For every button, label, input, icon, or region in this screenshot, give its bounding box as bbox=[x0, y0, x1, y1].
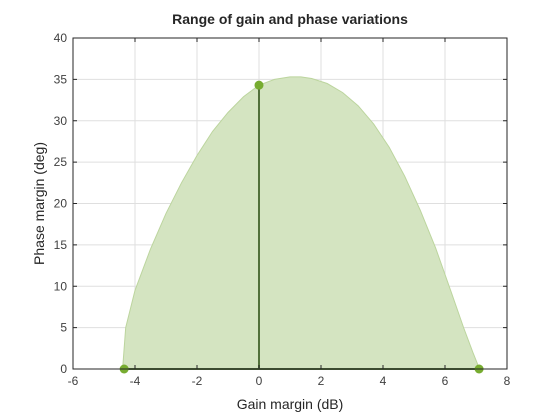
y-tick-label: 0 bbox=[60, 362, 67, 376]
x-tick-label: -4 bbox=[130, 374, 141, 388]
x-tick-label: 6 bbox=[442, 374, 449, 388]
x-tick-label: 2 bbox=[318, 374, 325, 388]
y-tick-label: 40 bbox=[54, 31, 68, 45]
x-tick-label: 0 bbox=[256, 374, 263, 388]
x-tick-label: 8 bbox=[504, 374, 511, 388]
x-ticks: -6 -4 -2 0 2 4 6 8 bbox=[68, 38, 511, 388]
y-tick-label: 25 bbox=[54, 155, 68, 169]
y-tick-label: 30 bbox=[54, 114, 68, 128]
stem-marker bbox=[254, 80, 264, 90]
y-tick-label: 15 bbox=[54, 238, 68, 252]
x-tick-label: -2 bbox=[192, 374, 203, 388]
chart-title: Range of gain and phase variations bbox=[172, 11, 408, 27]
y-tick-label: 5 bbox=[60, 321, 67, 335]
y-tick-label: 10 bbox=[54, 279, 68, 293]
y-tick-label: 20 bbox=[54, 197, 68, 211]
region-fill bbox=[122, 76, 480, 370]
y-axis-label: Phase margin (deg) bbox=[31, 142, 47, 265]
y-ticks: 0 5 10 15 20 25 30 35 40 bbox=[54, 31, 507, 376]
x-axis-label: Gain margin (dB) bbox=[237, 396, 344, 412]
region-area bbox=[122, 76, 480, 370]
y-tick-label: 35 bbox=[54, 72, 68, 86]
x-tick-label: 4 bbox=[380, 374, 387, 388]
x-tick-label: -6 bbox=[68, 374, 79, 388]
